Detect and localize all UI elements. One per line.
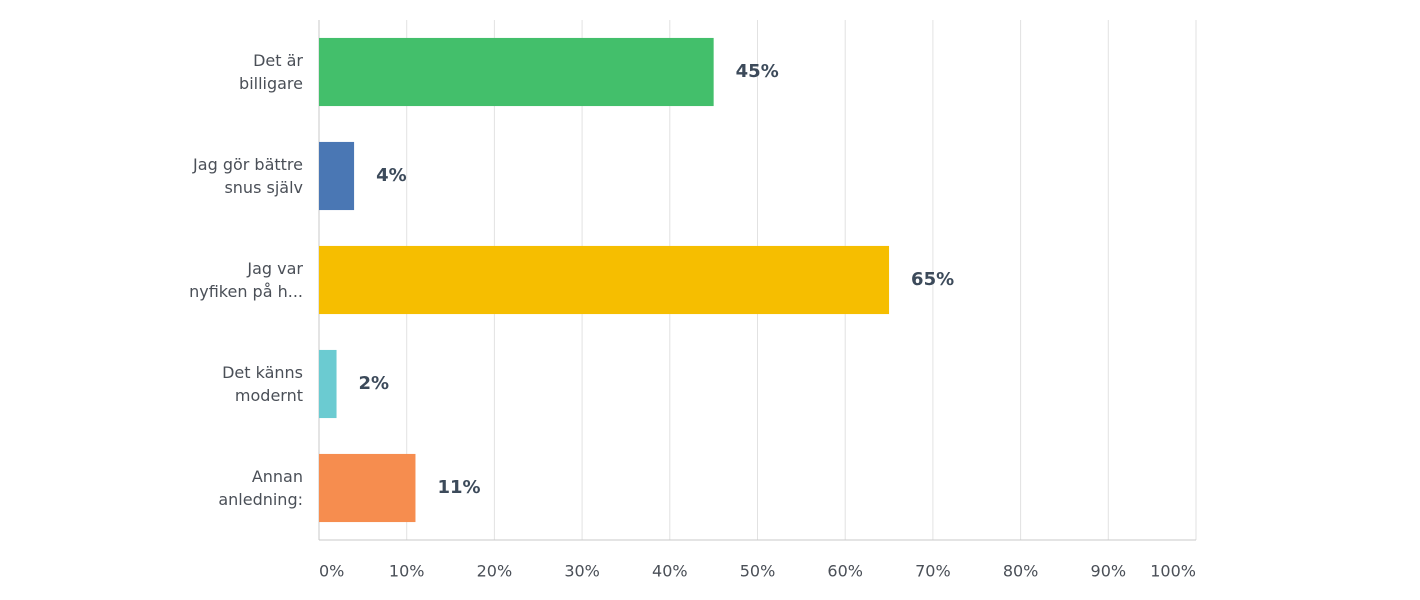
value-label: 65%: [911, 269, 954, 290]
x-tick-label: 90%: [1091, 562, 1127, 581]
value-label: 45%: [736, 61, 779, 82]
bar: [319, 349, 337, 419]
x-tick-label: 50%: [740, 562, 776, 581]
x-tick-label: 60%: [827, 562, 863, 581]
y-tick-label: Jag gör bättre snus själv: [193, 155, 303, 197]
y-tick-label: Annan anledning:: [218, 467, 303, 509]
value-label: 2%: [359, 373, 390, 394]
bar: [319, 37, 714, 107]
x-tick-label: 80%: [1003, 562, 1039, 581]
bar: [319, 245, 890, 315]
x-tick-label: 20%: [477, 562, 513, 581]
bar: [319, 141, 355, 211]
y-tick-label: Det känns modernt: [222, 363, 303, 405]
x-tick-label: 10%: [389, 562, 425, 581]
value-label: 11%: [437, 477, 480, 498]
value-label: 4%: [376, 165, 407, 186]
x-tick-label: 70%: [915, 562, 951, 581]
x-tick-label: 100%: [1150, 562, 1196, 581]
x-tick-label: 0%: [319, 562, 344, 581]
x-tick-label: 30%: [564, 562, 600, 581]
x-tick-label: 40%: [652, 562, 688, 581]
bar: [319, 453, 416, 523]
y-tick-label: Det är billigare: [239, 51, 303, 93]
y-tick-label: Jag var nyfiken på h...: [189, 259, 303, 301]
